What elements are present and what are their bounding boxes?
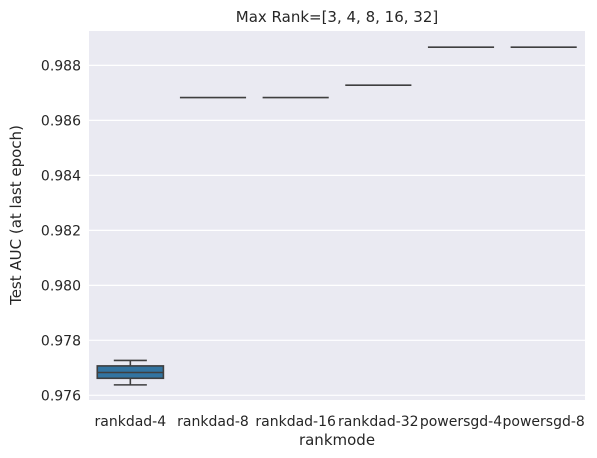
boxes [96, 46, 577, 386]
y-axis-label: Test AUC (at last epoch) [7, 125, 25, 306]
plot-area [89, 31, 585, 400]
y-tick-label: 0.988 [41, 58, 81, 74]
y-tick-labels: 0.976 0.978 0.980 0.982 0.984 0.986 0.988 [41, 58, 81, 404]
x-tick-labels: rankdad-4 rankdad-8 rankdad-16 rankdad-32 po… [95, 414, 585, 430]
x-tick-label: rankdad-4 [95, 414, 167, 430]
x-tick-label: powersgd-4 [420, 414, 502, 430]
y-tick-label: 0.982 [41, 223, 81, 239]
y-tick-label: 0.978 [41, 333, 81, 349]
y-tick-label: 0.976 [41, 388, 81, 404]
grid-lines [89, 64, 585, 396]
chart-title: Max Rank=[3, 4, 8, 16, 32] [236, 8, 438, 26]
x-tick-label: rankdad-16 [255, 414, 336, 430]
x-axis-label: rankmode [299, 431, 375, 449]
x-tick-label: rankdad-32 [338, 414, 419, 430]
y-tick-label: 0.984 [41, 168, 81, 184]
x-tick-label: rankdad-8 [177, 414, 249, 430]
box-rankdad-4 [96, 359, 165, 386]
x-tick-label: powersgd-8 [503, 414, 585, 430]
y-tick-label: 0.980 [41, 278, 81, 294]
y-tick-label: 0.986 [41, 113, 81, 129]
